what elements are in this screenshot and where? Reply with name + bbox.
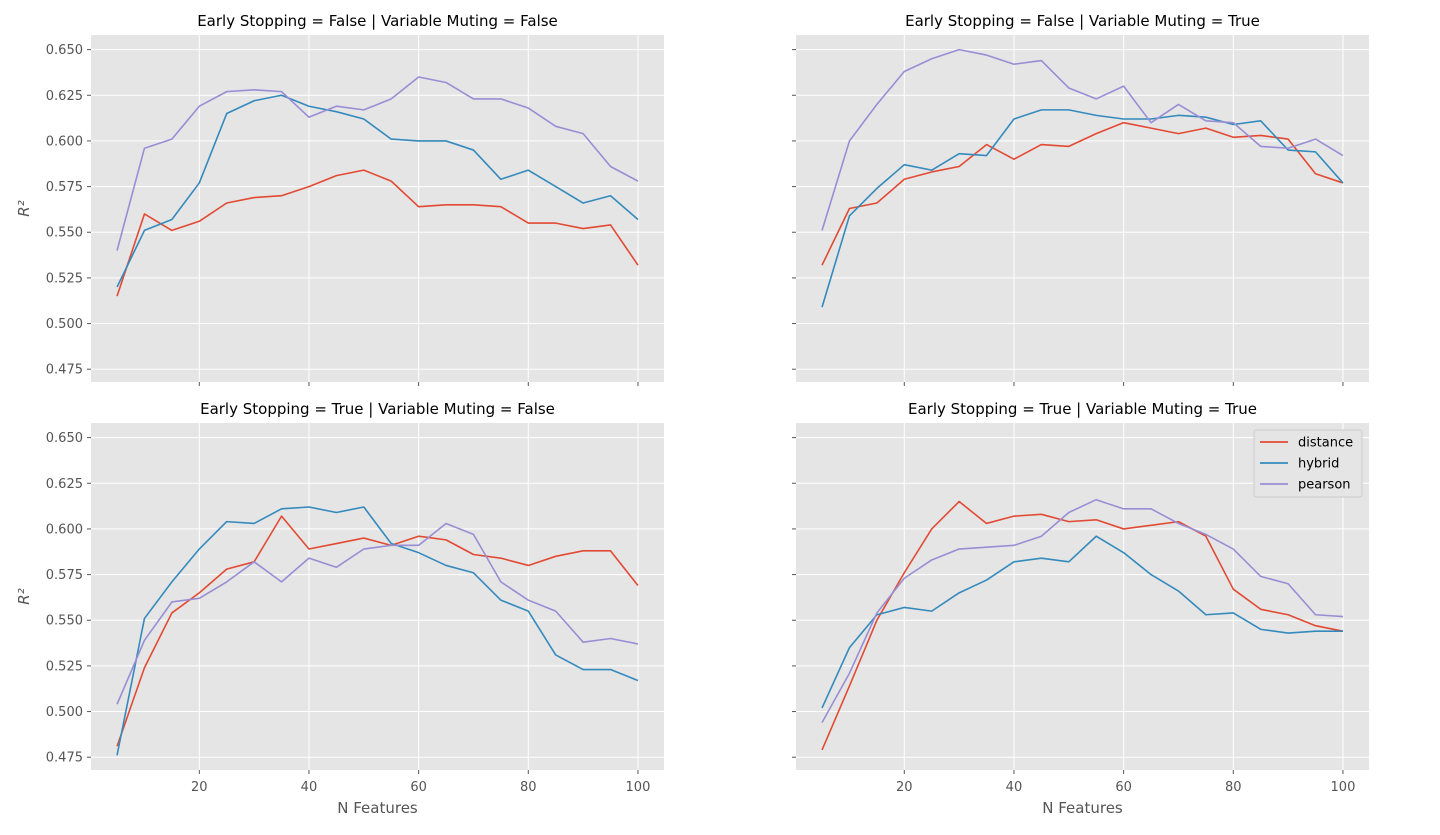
x-tick-label: 20 (191, 780, 208, 795)
x-tick-label: 80 (520, 780, 537, 795)
y-tick-label: 0.525 (46, 659, 83, 674)
x-tick-label: 40 (1006, 780, 1023, 795)
y-tick-label: 0.475 (46, 363, 83, 378)
y-tick-label: 0.500 (46, 317, 83, 332)
panel-title: Early Stopping = False | Variable Muting… (197, 12, 558, 30)
series-line-hybrid (116, 506, 639, 756)
series-line-distance (116, 515, 639, 747)
y-tick-label: 0.575 (46, 568, 83, 583)
x-tick-label: 60 (1115, 780, 1132, 795)
legend-box (1253, 429, 1363, 498)
series-line-hybrid (116, 94, 639, 288)
series-line-distance (116, 169, 639, 297)
legend-label-pearson: pearson (1298, 478, 1351, 493)
y-tick-label: 0.625 (46, 477, 83, 492)
series-line-pearson (821, 498, 1344, 723)
series-line-distance (821, 121, 1344, 266)
x-tick-label: 100 (1331, 780, 1356, 795)
y-tick-label: 0.625 (46, 89, 83, 104)
series-line-pearson (116, 522, 639, 705)
series-line-pearson (821, 48, 1344, 231)
y-tick-label: 0.650 (46, 43, 83, 58)
legend-label-distance: distance (1298, 436, 1353, 451)
panel-1: 0.475 0.500 0.525 0.550 0.575 0.600 0.625 0.650… (15, 12, 664, 386)
series-line-pearson (116, 76, 639, 251)
panel-title: Early Stopping = True | Variable Muting … (200, 400, 555, 418)
panel-title: Early Stopping = False | Variable Muting… (905, 12, 1260, 30)
legend-label-hybrid: hybrid (1298, 457, 1339, 472)
series-line-distance (821, 500, 1344, 751)
x-tick-label: 20 (896, 780, 913, 795)
panel-3: 0.475 0.500 0.525 0.550 0.575 0.600 0.625 0.650… (15, 400, 664, 817)
x-tick-label: 60 (410, 780, 427, 795)
plot-area (91, 35, 664, 382)
y-tick-label: 0.650 (46, 431, 83, 446)
y-tick-label: 0.525 (46, 271, 83, 286)
y-tick-label: 0.600 (46, 134, 83, 149)
y-tick-label: 0.475 (46, 751, 83, 766)
plot-area (91, 423, 664, 770)
legend: distance hybrid pearson (1253, 429, 1363, 498)
x-axis-label: N Features (1042, 799, 1123, 817)
x-tick-label: 80 (1225, 780, 1242, 795)
y-tick-label: 0.500 (46, 705, 83, 720)
series-line-hybrid (821, 535, 1343, 709)
y-tick-label: 0.600 (46, 522, 83, 537)
plot-area (796, 35, 1369, 382)
y-axis-label: R² (15, 200, 33, 216)
y-axis-label: R² (15, 588, 33, 604)
y-tick-label: 0.550 (46, 226, 83, 241)
x-axis-label: N Features (337, 799, 418, 817)
series-line-hybrid (821, 109, 1344, 308)
y-tick-label: 0.575 (46, 180, 83, 195)
panel-2: Early Stopping = False | Variable Muting… (792, 12, 1369, 386)
x-tick-label: 40 (301, 780, 318, 795)
y-tick-label: 0.550 (46, 614, 83, 629)
panel-title: Early Stopping = True | Variable Muting … (908, 400, 1257, 418)
x-tick-label: 100 (626, 780, 651, 795)
